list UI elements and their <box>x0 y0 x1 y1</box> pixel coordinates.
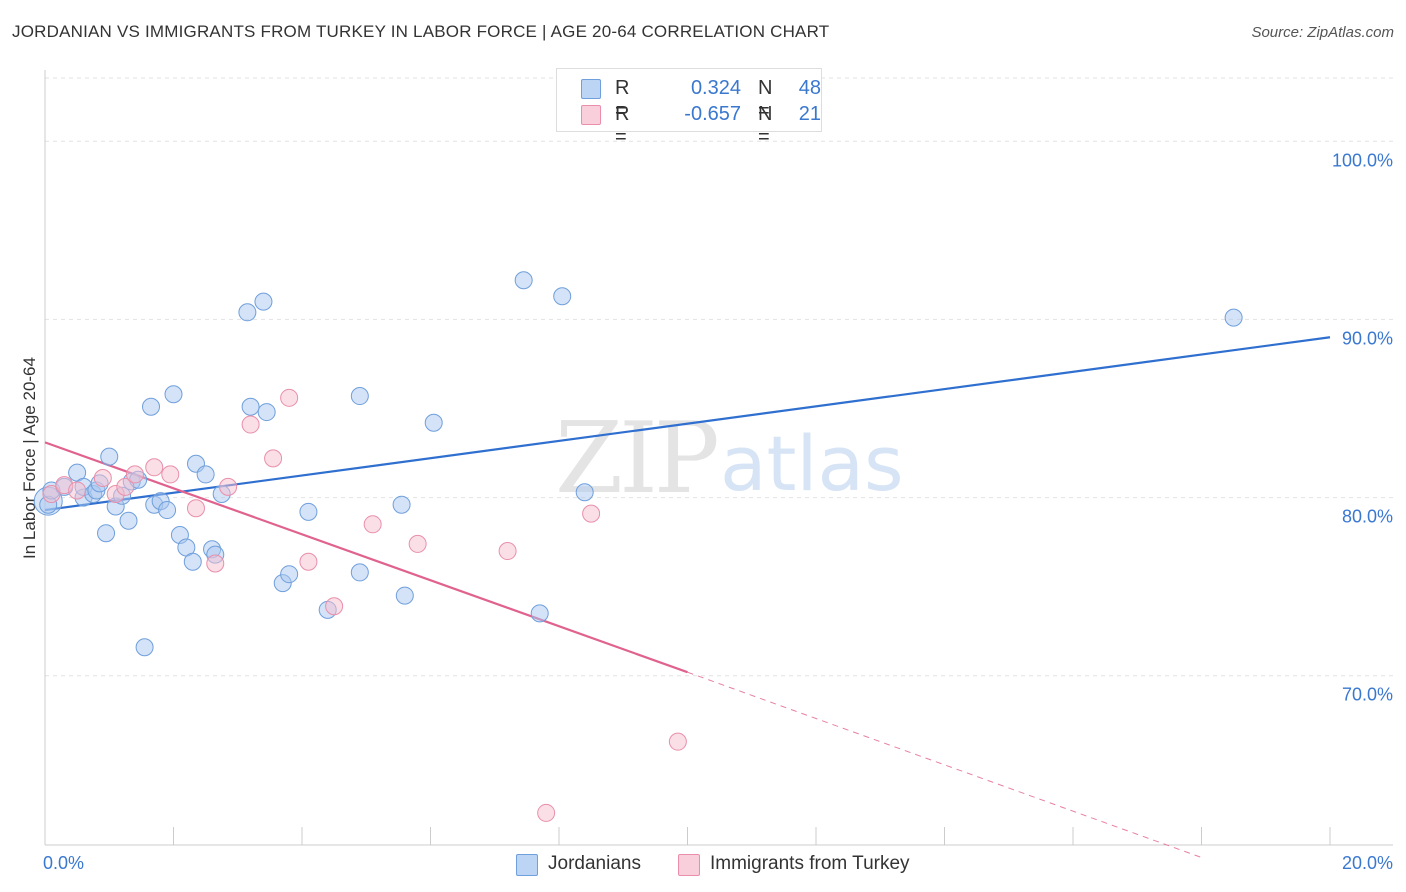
data-points <box>33 271 1243 822</box>
point-jordanian <box>254 292 273 311</box>
point-jordanian <box>350 563 369 582</box>
point-jordanian <box>530 604 549 623</box>
point-turkey <box>582 504 601 523</box>
point-turkey <box>206 554 225 573</box>
watermark-atlas: atlas <box>720 419 904 508</box>
point-jordanian <box>238 303 257 322</box>
point-jordanian <box>158 501 177 520</box>
point-turkey <box>264 449 283 468</box>
r-label: R = <box>615 103 630 148</box>
point-turkey <box>93 468 112 487</box>
point-jordanian <box>241 397 260 416</box>
n-label: N = <box>758 77 773 122</box>
point-turkey <box>161 465 180 484</box>
point-turkey <box>116 477 135 496</box>
n-label: N = <box>758 103 773 148</box>
point-turkey <box>363 515 382 534</box>
point-turkey <box>145 458 164 477</box>
legend-swatch-pink <box>581 105 601 125</box>
chart-title: JORDANIAN VS IMMIGRANTS FROM TURKEY IN L… <box>12 22 830 41</box>
y-tick-labels: 70.0% 80.0% 90.0% 100.0% <box>1332 150 1393 704</box>
y-axis-label: In Labor Force | Age 20-64 <box>20 357 39 559</box>
point-turkey <box>241 415 260 434</box>
point-jordanian <box>392 495 411 514</box>
point-jordanian <box>553 287 572 306</box>
y-tick-label: 80.0% <box>1342 507 1393 527</box>
point-turkey <box>68 481 87 500</box>
r-value: -0.657 <box>684 103 741 125</box>
trend-lines <box>44 336 1331 858</box>
point-jordanian <box>575 483 594 502</box>
point-turkey <box>186 499 205 518</box>
trend-line-turkey <box>44 441 688 674</box>
trend-line-turkey-extension <box>687 671 1202 858</box>
point-turkey <box>668 732 687 751</box>
point-jordanian <box>257 403 276 422</box>
point-jordanian <box>299 502 318 521</box>
grid-lines <box>45 77 1393 677</box>
y-tick-label: 90.0% <box>1342 328 1393 348</box>
x-tick-labels: 0.0% 20.0% <box>43 853 1393 873</box>
point-jordanian <box>97 524 116 543</box>
n-value: 21 <box>798 103 821 125</box>
correlation-legend: R = 0.324 N = 48 R = -0.657 N = 21 <box>556 68 822 148</box>
watermark: ZIP atlas <box>555 402 904 516</box>
point-turkey <box>325 597 344 616</box>
trend-line-jordanians <box>44 336 1331 512</box>
point-jordanian <box>135 638 154 657</box>
x-tick-label: 0.0% <box>43 853 84 873</box>
point-turkey <box>219 477 238 496</box>
point-turkey <box>408 534 427 553</box>
point-jordanian <box>119 511 138 530</box>
legend-label: Immigrants from Turkey <box>710 853 910 874</box>
point-turkey <box>299 552 318 571</box>
point-jordanian <box>424 413 443 432</box>
point-jordanian <box>395 586 414 605</box>
legend-label: Jordanians <box>548 853 641 874</box>
point-jordanian <box>514 271 533 290</box>
point-turkey <box>125 465 144 484</box>
point-jordanian <box>100 447 119 466</box>
y-tick-label: 100.0% <box>1332 150 1393 170</box>
point-turkey <box>537 803 556 822</box>
r-value: 0.324 <box>690 77 741 99</box>
point-jordanian <box>196 465 215 484</box>
axes <box>44 70 1393 846</box>
source-credit: Source: ZipAtlas.com <box>1251 24 1394 41</box>
point-jordanian <box>350 387 369 406</box>
point-jordanian <box>1224 308 1243 327</box>
legend-swatch-pink <box>678 854 700 876</box>
point-turkey <box>498 542 517 561</box>
point-turkey <box>280 388 299 407</box>
point-turkey <box>42 485 61 504</box>
legend-swatch-blue <box>581 79 601 99</box>
y-tick-label: 70.0% <box>1342 685 1393 705</box>
legend-swatch-blue <box>516 854 538 876</box>
r-label: R = <box>615 77 630 122</box>
x-tick-label: 20.0% <box>1342 853 1393 873</box>
point-jordanian <box>164 385 183 404</box>
point-jordanian <box>183 552 202 571</box>
point-jordanian <box>280 565 299 584</box>
point-jordanian <box>142 397 161 416</box>
n-value: 48 <box>798 77 821 99</box>
